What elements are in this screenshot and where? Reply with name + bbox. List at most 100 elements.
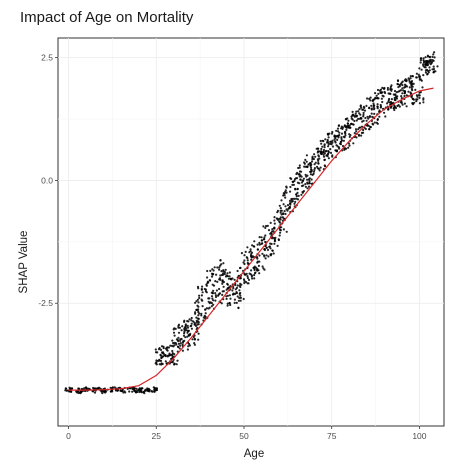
- data-point: [373, 112, 376, 115]
- data-point: [420, 68, 423, 71]
- data-point: [354, 128, 358, 131]
- data-point: [75, 391, 79, 394]
- data-point: [264, 226, 267, 229]
- x-tick-label: 100: [412, 431, 426, 441]
- data-point: [211, 273, 214, 276]
- data-point: [231, 293, 234, 296]
- data-point: [300, 170, 303, 173]
- data-point: [422, 59, 425, 62]
- data-point: [162, 352, 165, 355]
- data-point: [231, 289, 234, 292]
- data-point: [219, 278, 222, 281]
- data-point: [209, 269, 212, 272]
- data-point: [222, 262, 225, 265]
- data-point: [409, 92, 412, 95]
- data-point: [297, 194, 300, 197]
- data-point: [416, 95, 419, 98]
- data-point: [295, 177, 299, 180]
- data-point: [176, 359, 179, 362]
- data-point: [184, 323, 187, 326]
- data-point: [211, 297, 214, 300]
- data-point: [211, 292, 214, 295]
- data-point: [261, 252, 264, 255]
- data-point: [419, 61, 422, 64]
- data-point: [417, 73, 420, 76]
- data-point: [266, 248, 270, 251]
- data-point: [247, 278, 251, 281]
- data-point: [271, 230, 274, 233]
- data-point: [221, 293, 224, 296]
- y-tick-label: 0.0: [41, 175, 53, 185]
- data-point: [395, 97, 399, 100]
- data-point: [262, 267, 265, 270]
- data-point: [409, 77, 412, 80]
- data-point: [242, 297, 245, 301]
- data-point: [289, 185, 292, 189]
- data-point: [408, 78, 411, 82]
- data-point: [376, 118, 379, 121]
- data-point: [244, 280, 248, 284]
- data-point: [329, 148, 332, 151]
- data-point: [216, 266, 219, 269]
- data-point: [220, 302, 223, 305]
- data-point: [258, 254, 261, 257]
- data-point: [339, 140, 343, 143]
- data-point: [327, 143, 330, 146]
- data-point: [177, 340, 180, 343]
- data-point: [150, 389, 153, 393]
- data-point: [381, 94, 384, 97]
- data-point: [218, 277, 222, 280]
- data-point: [243, 273, 246, 276]
- data-point: [258, 236, 261, 239]
- data-point: [424, 69, 427, 72]
- data-point: [337, 124, 340, 127]
- data-point: [422, 74, 425, 77]
- data-point: [352, 123, 355, 126]
- data-point: [226, 302, 229, 305]
- data-point: [257, 269, 260, 272]
- data-point: [306, 182, 309, 185]
- data-point: [264, 257, 267, 260]
- data-point: [186, 324, 189, 327]
- data-point: [285, 230, 288, 233]
- data-point: [179, 342, 182, 345]
- data-point: [183, 319, 186, 322]
- data-point: [329, 142, 332, 145]
- data-point: [351, 118, 354, 121]
- data-point: [155, 388, 158, 392]
- data-point: [401, 80, 404, 83]
- data-point: [273, 242, 276, 245]
- data-point: [221, 279, 224, 282]
- data-point: [219, 259, 222, 262]
- data-point: [278, 217, 281, 220]
- data-point: [214, 295, 218, 299]
- data-point: [131, 390, 134, 393]
- data-point: [357, 110, 360, 113]
- data-point: [355, 119, 358, 122]
- data-point: [347, 146, 350, 149]
- data-point: [338, 131, 341, 134]
- data-point: [227, 277, 230, 280]
- data-point: [271, 228, 274, 231]
- data-point: [138, 390, 141, 394]
- data-point: [365, 104, 368, 107]
- data-point: [357, 134, 361, 137]
- data-point: [264, 234, 267, 237]
- data-point: [269, 232, 272, 235]
- data-point: [258, 272, 261, 275]
- data-point: [314, 155, 317, 158]
- data-point: [428, 66, 431, 69]
- data-point: [313, 163, 316, 166]
- data-point: [267, 229, 271, 232]
- data-point: [271, 249, 274, 252]
- data-point: [296, 191, 299, 194]
- data-point: [246, 246, 249, 249]
- data-point: [233, 278, 236, 281]
- data-point: [377, 92, 380, 95]
- data-point: [290, 200, 293, 203]
- data-point: [376, 107, 379, 110]
- data-point: [291, 180, 295, 184]
- y-tick-label: -2.5: [38, 298, 53, 308]
- data-point: [351, 110, 354, 113]
- data-point: [204, 312, 207, 315]
